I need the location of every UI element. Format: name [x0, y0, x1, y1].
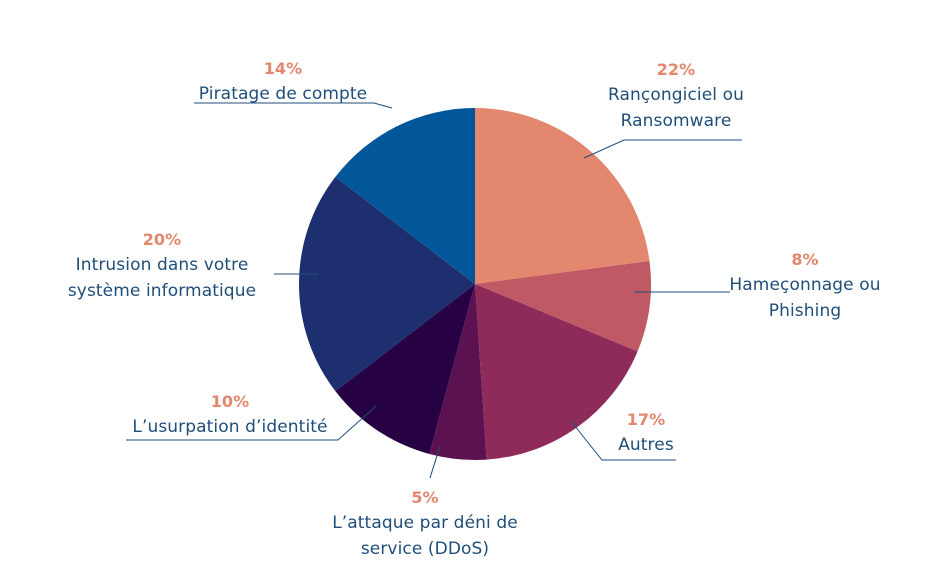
- slice-percent-ddos: 5%: [411, 488, 439, 507]
- slice-name-usurpation: L’usurpation d’identité: [132, 417, 328, 437]
- slice-percent-usurpation: 10%: [210, 392, 250, 411]
- slice-percent-ransomware: 22%: [656, 60, 696, 79]
- slice-label-intrusion: 20% Intrusion dans votre système informa…: [52, 228, 272, 304]
- slice-label-ransomware: 22% Rançongiciel ou Ransomware: [608, 58, 744, 134]
- slice-name-autres: Autres: [618, 435, 674, 455]
- slice-percent-piratage: 14%: [263, 59, 303, 78]
- slice-name-phishing: Hameçonnage ou Phishing: [729, 275, 881, 321]
- leader-line-ransomware: [583, 139, 742, 159]
- leader-line-ddos: [429, 445, 441, 479]
- slice-name-ransomware: Rançongiciel ou Ransomware: [608, 85, 744, 131]
- slice-percent-intrusion: 20%: [142, 230, 182, 249]
- leader-line-piratage: [194, 102, 393, 109]
- slice-percent-autres: 17%: [626, 410, 666, 429]
- pie-slice-intrusion: [299, 176, 475, 392]
- slice-name-intrusion: Intrusion dans votre système informatiqu…: [67, 255, 257, 301]
- pie-slice-phishing: [475, 261, 652, 352]
- leader-lines: [126, 102, 742, 479]
- slice-percent-phishing: 8%: [791, 250, 819, 269]
- slice-name-ddos: L’attaque par déni de service (DDoS): [332, 513, 518, 559]
- pie-slice-ddos: [429, 284, 487, 460]
- pie-slice-ransomware: [475, 108, 650, 284]
- slice-label-phishing: 8% Hameçonnage ou Phishing: [724, 248, 886, 324]
- leader-line-usurpation: [126, 405, 377, 441]
- pie-slice-autres: [475, 284, 638, 460]
- slice-label-ddos: 5% L’attaque par déni de service (DDoS): [318, 486, 532, 562]
- leader-line-autres: [569, 419, 676, 461]
- slice-label-piratage: 14% Piratage de compte: [186, 57, 380, 107]
- pie-slices: [299, 108, 652, 460]
- slice-label-autres: 17% Autres: [606, 408, 686, 458]
- slice-name-piratage: Piratage de compte: [198, 84, 368, 104]
- pie-slice-piratage: [335, 108, 475, 284]
- slice-label-usurpation: 10% L’usurpation d’identité: [118, 390, 342, 440]
